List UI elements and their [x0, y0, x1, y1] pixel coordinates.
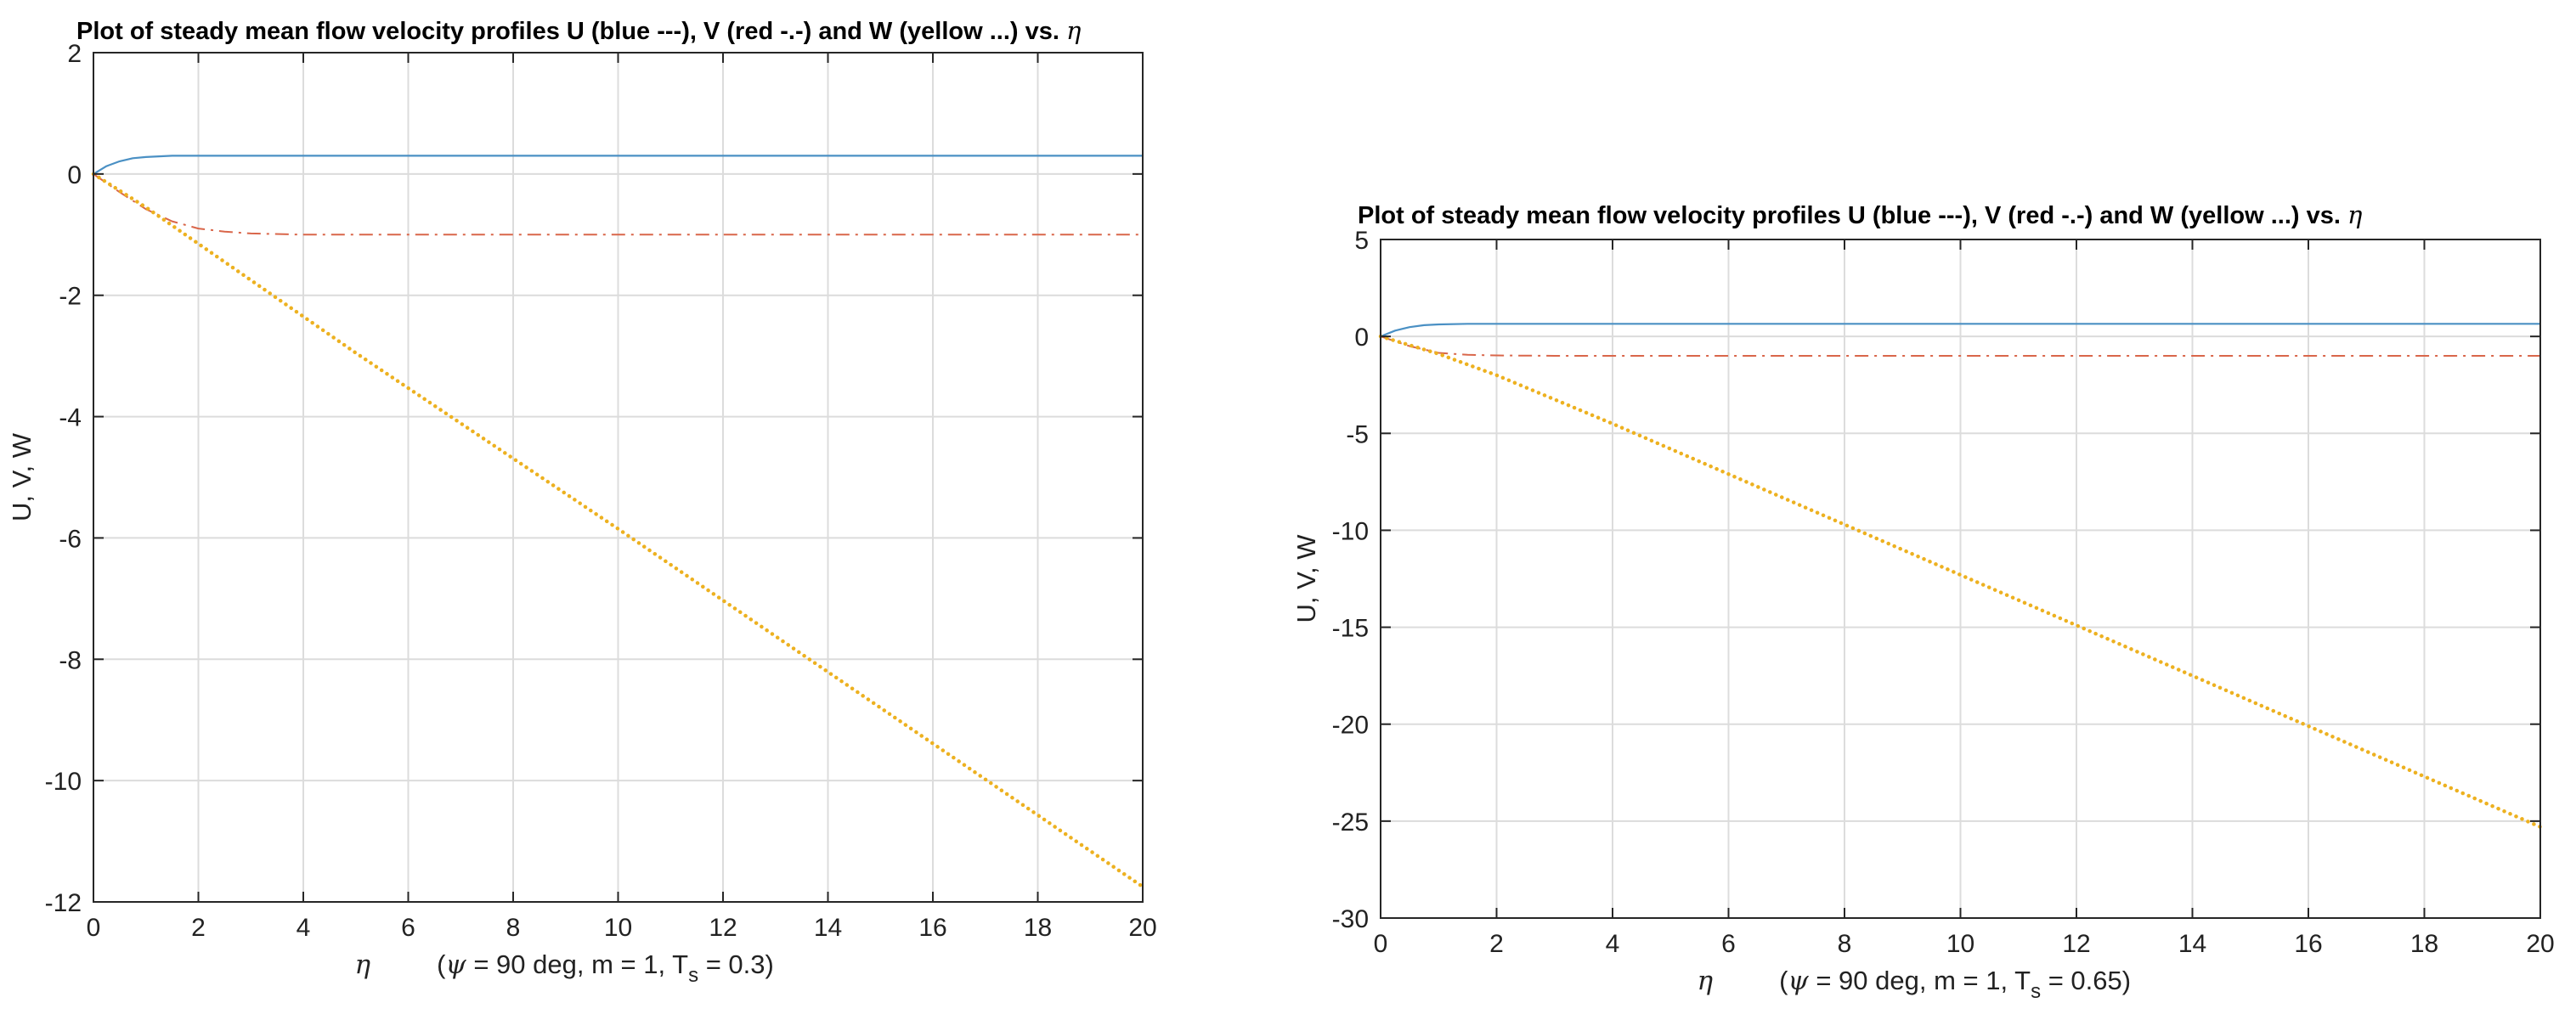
series-u-line	[1380, 323, 2540, 338]
right-chart: 0 2 4 6 8 10 12 14 16 18 20 5 0 -5 -10 -15 -20 -25 -30 Plot…	[1291, 200, 2555, 1003]
x-tick-label: 2	[191, 914, 206, 942]
x-axis-subscript: s	[2031, 980, 2041, 1003]
series-u-line	[93, 155, 1143, 175]
chart-title-symbol: η	[1066, 16, 1082, 45]
x-tick-label: 0	[87, 914, 101, 942]
x-axis-symbol: η	[1698, 966, 1714, 996]
x-tick-label: 0	[1374, 930, 1388, 958]
y-tick-label: -2	[59, 283, 82, 311]
x-tick-label: 10	[1946, 930, 1974, 958]
x-tick-label: 8	[1838, 930, 1852, 958]
y-tick-label: -25	[1332, 808, 1369, 837]
x-axis-symbol: η	[355, 949, 371, 980]
x-axis-params: = 90 deg, m = 1, T	[1809, 966, 2031, 995]
chart-title-text: Plot of steady mean flow velocity profil…	[1358, 202, 2347, 229]
x-tick-label: 8	[506, 914, 521, 942]
y-tick-label: 5	[1354, 227, 1369, 255]
x-axis-label: η (ψ = 90 deg, m = 1, Ts = 0.65)	[1698, 966, 2132, 1003]
x-axis-paren: (	[437, 949, 446, 979]
y-tick-label: -30	[1332, 905, 1369, 933]
x-tick-label: 6	[401, 914, 415, 942]
y-tick-label: 2	[67, 40, 82, 68]
tick-marks	[93, 52, 1144, 903]
x-axis-params: = 90 deg, m = 1, T	[466, 949, 688, 979]
x-tick-label: 18	[2410, 930, 2438, 958]
x-tick-label: 16	[918, 914, 946, 942]
y-tick-label: -5	[1346, 420, 1369, 448]
grid	[93, 53, 1143, 902]
x-tick-label: 4	[297, 914, 311, 942]
x-tick-label: 16	[2294, 930, 2322, 958]
x-axis-paren: (	[1779, 966, 1788, 995]
y-tick-label: -10	[1332, 517, 1369, 545]
chart-title: Plot of steady mean flow velocity profil…	[76, 16, 1082, 45]
y-tick-label: -6	[59, 525, 82, 553]
x-tick-label: 14	[814, 914, 842, 942]
y-tick-label: -8	[59, 646, 82, 674]
x-tick-label: 10	[604, 914, 632, 942]
x-axis-label: η (ψ = 90 deg, m = 1, Ts = 0.3)	[355, 949, 774, 987]
y-axis-label: U, V, W	[7, 432, 37, 521]
tick-marks	[1380, 239, 2541, 919]
y-tick-label: -12	[45, 889, 82, 917]
x-axis-params-end: = 0.3)	[698, 949, 774, 979]
y-tick-label: -10	[45, 768, 82, 796]
x-tick-label: 4	[1606, 930, 1620, 958]
x-tick-label: 2	[1489, 930, 1504, 958]
chart-title: Plot of steady mean flow velocity profil…	[1358, 200, 2363, 229]
chart-title-text: Plot of steady mean flow velocity profil…	[76, 18, 1066, 45]
series-w-line	[91, 172, 1145, 889]
x-axis-psi: ψ	[1788, 966, 1809, 996]
x-tick-label: 20	[2526, 930, 2554, 958]
y-tick-label: -15	[1332, 615, 1369, 643]
y-tick-label: 0	[1354, 324, 1369, 352]
x-axis-psi: ψ	[445, 949, 466, 980]
y-axis-label: U, V, W	[1291, 534, 1321, 623]
x-tick-label: 6	[1721, 930, 1736, 958]
series-v-line	[93, 173, 1143, 236]
x-tick-label: 18	[1024, 914, 1052, 942]
x-tick-label: 14	[2178, 930, 2206, 958]
grid	[1381, 239, 2540, 918]
y-tick-label: -4	[59, 404, 82, 432]
x-tick-label: 20	[1128, 914, 1156, 942]
y-tick-label: 0	[67, 161, 82, 189]
y-tick-label: -20	[1332, 712, 1369, 740]
x-tick-label: 12	[709, 914, 737, 942]
chart-title-symbol: η	[2347, 200, 2363, 229]
series-w-line	[1378, 334, 2543, 829]
x-axis-subscript: s	[688, 964, 698, 987]
x-tick-label: 12	[2062, 930, 2090, 958]
x-axis-params-end: = 0.65)	[2041, 966, 2131, 995]
